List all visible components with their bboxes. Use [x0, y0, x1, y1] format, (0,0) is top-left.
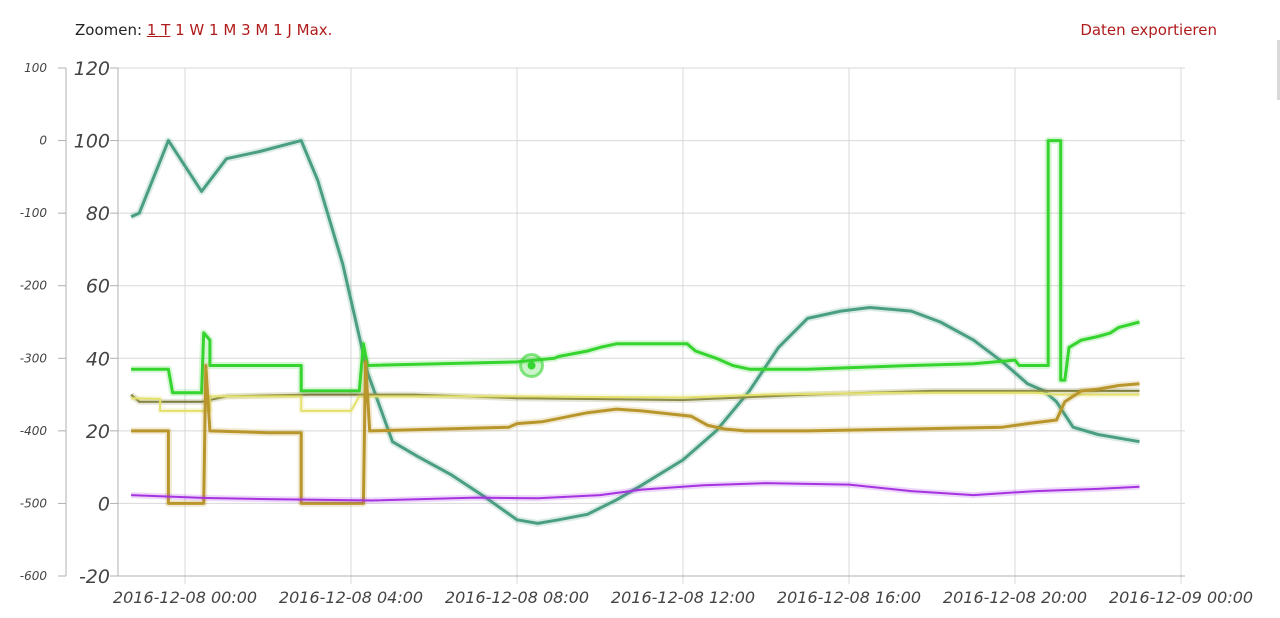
- x-tick-label: 2016-12-08 20:00: [943, 588, 1087, 607]
- series-line: [131, 360, 1140, 505]
- y-tick-label: 20: [86, 421, 110, 443]
- x-tick-label: 2016-12-08 16:00: [777, 588, 921, 607]
- x-tick-label: 2016-12-08 08:00: [445, 588, 589, 607]
- outer-y-tick-label: -600: [20, 569, 48, 583]
- y-tick-label: 120: [74, 58, 110, 80]
- scrollbar[interactable]: [1277, 40, 1280, 100]
- outer-y-tick-label: 0: [39, 134, 47, 148]
- export-data-link[interactable]: Daten exportieren: [1080, 21, 1217, 39]
- zoom-option-max[interactable]: Max.: [296, 21, 333, 39]
- outer-y-tick-label: -100: [20, 206, 48, 220]
- outer-y-tick-label: -200: [20, 279, 48, 293]
- x-tick-label: 2016-12-08 12:00: [611, 588, 755, 607]
- series-line: [131, 482, 1140, 502]
- y-tick-label: -20: [79, 566, 110, 588]
- series-line: [131, 139, 1140, 395]
- x-tick-label: 2016-12-09 00:00: [1109, 588, 1253, 607]
- y-tick-label: 80: [86, 203, 110, 225]
- y-tick-label: 60: [86, 276, 110, 298]
- zoom-label: Zoomen:: [75, 21, 143, 39]
- y-tick-label: 40: [86, 348, 110, 370]
- series-line: [131, 391, 1140, 412]
- x-tick-label: 2016-12-08 04:00: [279, 588, 423, 607]
- y-tick-label: 0: [98, 493, 110, 515]
- outer-y-tick-label: -300: [20, 351, 48, 365]
- y-tick-label: 100: [74, 131, 110, 153]
- zoom-option-1j[interactable]: 1 J: [273, 21, 292, 39]
- outer-y-tick-label: -400: [20, 424, 48, 438]
- zoom-option-1t[interactable]: 1 T: [146, 21, 171, 39]
- series-line: [130, 389, 1140, 403]
- hover-marker-dot: [527, 361, 536, 370]
- outer-y-tick-label: 100: [24, 61, 47, 75]
- x-tick-label: 2016-12-08 00:00: [113, 588, 257, 607]
- zoom-option-1w[interactable]: 1 W: [175, 21, 205, 39]
- series-line: [130, 139, 1140, 525]
- zoom-option-3m[interactable]: 3 M: [241, 21, 269, 39]
- outer-y-tick-label: -500: [20, 496, 48, 510]
- zoom-bar: Zoomen: 1 T 1 W 1 M 3 M 1 J Max.: [75, 21, 332, 39]
- zoom-option-1m[interactable]: 1 M: [209, 21, 237, 39]
- series-line-shadow: [129, 137, 1141, 527]
